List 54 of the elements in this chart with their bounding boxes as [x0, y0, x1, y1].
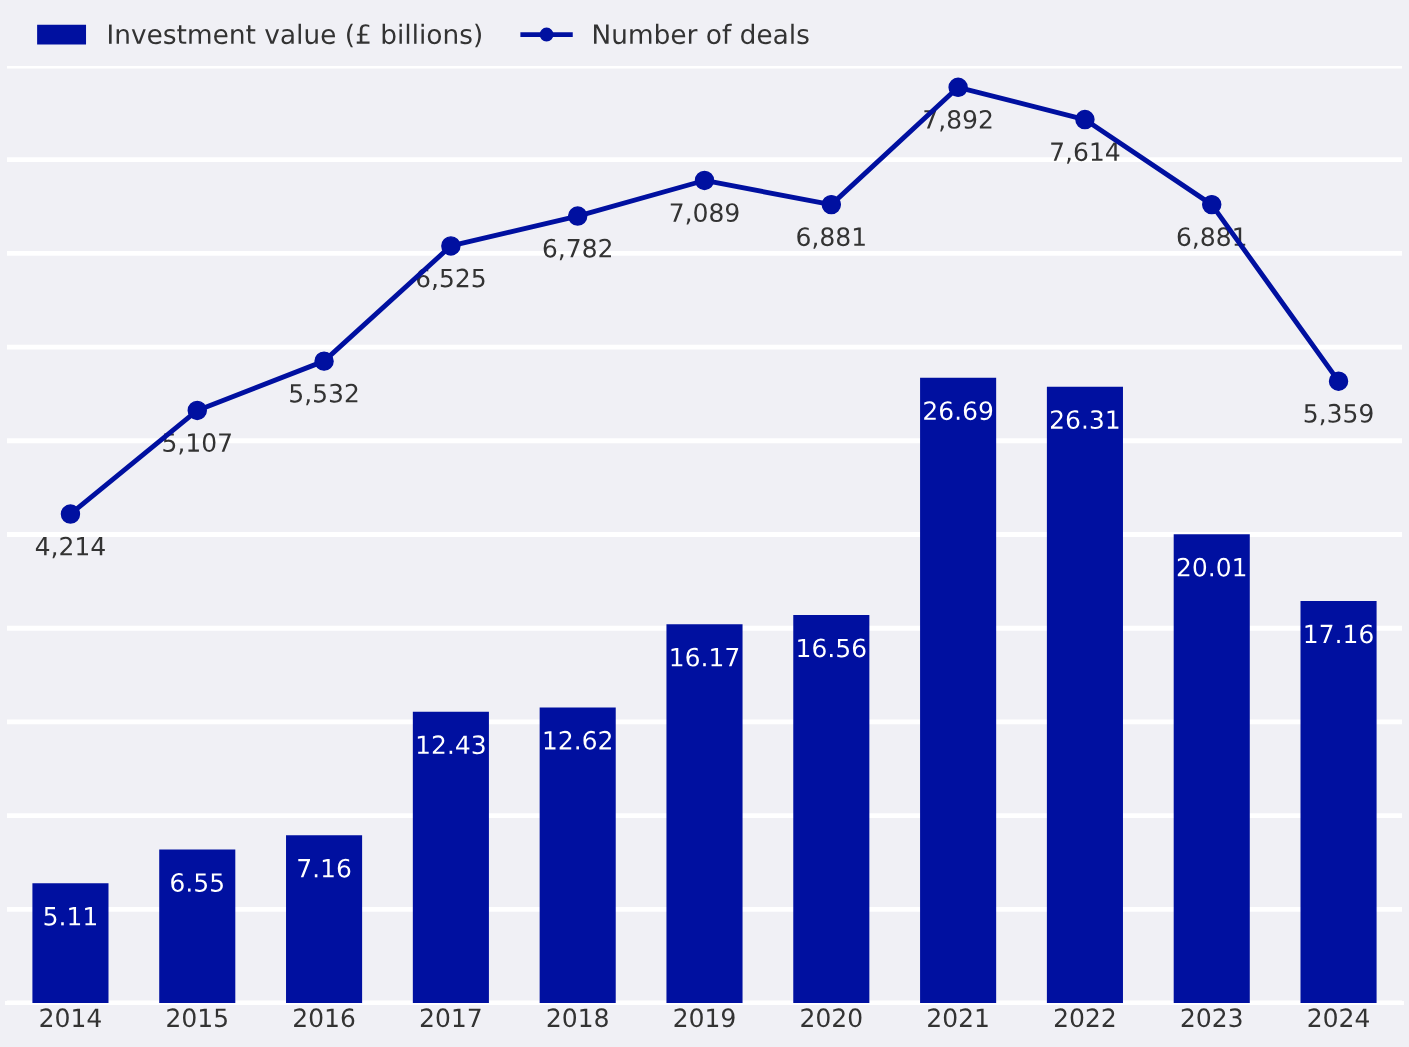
data-label: 4,214 [35, 536, 105, 559]
data-label: 16.56 [798, 638, 866, 658]
data-label: 7.16 [298, 858, 351, 878]
data-label: 7,089 [670, 203, 739, 225]
data-label: 17.16 [1305, 624, 1373, 644]
point [1328, 371, 1349, 391]
bar [412, 711, 489, 1004]
legend-label: Number of deals [594, 23, 809, 45]
point [187, 400, 207, 421]
data-label: 6,782 [543, 238, 611, 261]
data-label: 6.55 [171, 873, 223, 892]
x-tick-label: 2024 [1308, 1008, 1369, 1028]
data-label: 5.11 [44, 907, 96, 926]
x-tick-label: 2014 [40, 1008, 101, 1028]
point [694, 170, 715, 191]
data-label: 12.62 [544, 730, 611, 750]
x-tick-label: 2019 [674, 1008, 735, 1028]
bar [286, 835, 363, 1004]
data-label: 5,532 [290, 383, 358, 406]
bar [793, 615, 870, 1004]
x-tick-label: 2017 [420, 1008, 481, 1028]
bar [1173, 534, 1250, 1004]
point [567, 206, 588, 226]
point [1202, 194, 1222, 215]
point [441, 236, 461, 256]
bar [666, 624, 743, 1004]
data-label: 6,881 [797, 227, 865, 249]
point [314, 351, 334, 371]
data-label: 7,892 [924, 109, 992, 132]
data-label: 12.43 [417, 735, 485, 755]
x-tick-label: 2018 [547, 1008, 608, 1028]
point [1075, 109, 1095, 130]
bar [1300, 601, 1377, 1004]
point [948, 77, 968, 98]
point [60, 504, 81, 524]
x-tick-label: 2015 [167, 1008, 227, 1028]
bar [1046, 386, 1123, 1004]
x-tick-label: 2016 [294, 1008, 355, 1028]
point [821, 194, 842, 215]
bar [32, 883, 109, 1004]
x-tick-label: 2023 [1181, 1008, 1242, 1028]
bar [920, 377, 997, 1004]
data-label: 26.31 [1050, 410, 1119, 430]
x-tick-label: 2022 [1054, 1008, 1115, 1028]
x-tick-label: 2021 [928, 1008, 988, 1028]
data-label: 5,359 [1304, 403, 1373, 426]
bar [159, 849, 236, 1004]
data-label: 20.01 [1177, 557, 1246, 577]
legend-label: Investment value (£ billions) [109, 23, 481, 48]
bar [539, 707, 616, 1004]
data-label: 7,614 [1051, 142, 1120, 164]
data-label: 26.69 [924, 401, 993, 421]
data-label: 16.17 [671, 647, 739, 667]
x-tick-label: 2020 [801, 1008, 862, 1028]
